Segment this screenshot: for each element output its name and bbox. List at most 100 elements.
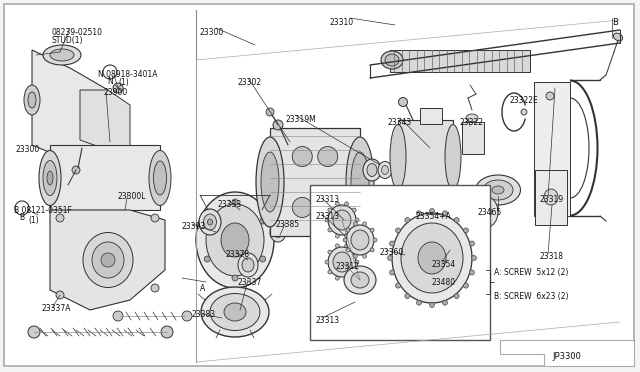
- Ellipse shape: [399, 97, 408, 106]
- Bar: [50, 145, 160, 210]
- Ellipse shape: [206, 204, 264, 276]
- Ellipse shape: [154, 161, 166, 195]
- Text: 23480: 23480: [432, 278, 456, 287]
- Circle shape: [328, 250, 332, 254]
- Circle shape: [328, 270, 332, 274]
- Ellipse shape: [328, 247, 356, 277]
- Text: 23322: 23322: [460, 118, 484, 127]
- Circle shape: [370, 228, 374, 232]
- Circle shape: [390, 270, 394, 275]
- Circle shape: [463, 283, 468, 288]
- Circle shape: [232, 275, 238, 281]
- Circle shape: [387, 256, 392, 260]
- Circle shape: [182, 311, 192, 321]
- Ellipse shape: [273, 227, 282, 237]
- Text: A: SCREW  5x12 (2): A: SCREW 5x12 (2): [494, 268, 568, 277]
- Polygon shape: [50, 210, 165, 310]
- Circle shape: [472, 256, 477, 260]
- Ellipse shape: [430, 200, 450, 224]
- Ellipse shape: [418, 242, 446, 274]
- Text: 23354: 23354: [432, 260, 456, 269]
- Circle shape: [266, 108, 274, 116]
- Text: 23393: 23393: [182, 222, 206, 231]
- Text: 23337: 23337: [238, 278, 262, 287]
- Bar: [535, 170, 567, 225]
- Circle shape: [344, 244, 349, 248]
- Circle shape: [28, 326, 40, 338]
- Text: 23343: 23343: [388, 118, 412, 127]
- Text: 23310: 23310: [330, 18, 354, 27]
- Text: 23302: 23302: [238, 78, 262, 87]
- Circle shape: [417, 300, 422, 305]
- Bar: [390, 50, 530, 72]
- Text: B 08121-0351F: B 08121-0351F: [14, 206, 72, 215]
- Circle shape: [352, 228, 356, 232]
- Ellipse shape: [224, 303, 246, 321]
- Circle shape: [454, 294, 459, 298]
- Bar: [462, 122, 484, 154]
- Circle shape: [463, 228, 468, 233]
- Ellipse shape: [378, 161, 392, 179]
- Circle shape: [353, 222, 357, 226]
- Ellipse shape: [238, 253, 258, 277]
- Ellipse shape: [317, 147, 338, 167]
- Circle shape: [325, 260, 329, 264]
- Circle shape: [260, 218, 266, 224]
- Circle shape: [151, 284, 159, 292]
- Circle shape: [396, 228, 401, 233]
- Bar: [534, 82, 570, 216]
- Ellipse shape: [466, 114, 478, 122]
- Circle shape: [470, 241, 474, 246]
- Ellipse shape: [476, 175, 520, 205]
- Circle shape: [15, 201, 29, 215]
- Circle shape: [335, 276, 339, 280]
- Text: 23318: 23318: [540, 252, 564, 261]
- Circle shape: [335, 234, 339, 238]
- Ellipse shape: [455, 194, 485, 230]
- Text: 23300L: 23300L: [118, 192, 147, 201]
- Ellipse shape: [492, 186, 504, 194]
- Bar: [310, 185, 490, 340]
- Ellipse shape: [420, 188, 460, 236]
- Ellipse shape: [333, 252, 351, 272]
- Circle shape: [56, 214, 64, 222]
- Circle shape: [113, 83, 123, 93]
- Circle shape: [353, 254, 357, 258]
- Circle shape: [363, 254, 367, 258]
- Ellipse shape: [401, 223, 463, 293]
- Circle shape: [325, 218, 329, 222]
- Circle shape: [429, 302, 435, 308]
- Ellipse shape: [261, 152, 279, 212]
- Ellipse shape: [242, 258, 254, 272]
- Text: 23319M: 23319M: [285, 115, 316, 124]
- Ellipse shape: [333, 210, 351, 230]
- Text: 23319: 23319: [540, 195, 564, 204]
- Circle shape: [328, 208, 332, 212]
- Circle shape: [442, 300, 447, 305]
- Text: A: A: [200, 284, 205, 293]
- Ellipse shape: [43, 45, 81, 65]
- Circle shape: [470, 270, 474, 275]
- Text: 23312: 23312: [336, 262, 360, 271]
- Text: 23378: 23378: [226, 250, 250, 259]
- Circle shape: [454, 218, 459, 222]
- Ellipse shape: [344, 266, 376, 294]
- Ellipse shape: [292, 198, 312, 218]
- Circle shape: [232, 199, 238, 205]
- Circle shape: [344, 202, 349, 206]
- Circle shape: [352, 208, 356, 212]
- Ellipse shape: [201, 287, 269, 337]
- Ellipse shape: [363, 159, 381, 181]
- Bar: [270, 128, 360, 236]
- Circle shape: [346, 248, 350, 252]
- Ellipse shape: [317, 198, 338, 218]
- Ellipse shape: [204, 214, 216, 230]
- Ellipse shape: [390, 125, 406, 189]
- Circle shape: [161, 326, 173, 338]
- Ellipse shape: [101, 253, 115, 267]
- Text: (1): (1): [118, 78, 129, 87]
- Text: 23300: 23300: [200, 28, 224, 37]
- Ellipse shape: [381, 166, 388, 174]
- Circle shape: [396, 283, 401, 288]
- Circle shape: [72, 166, 80, 174]
